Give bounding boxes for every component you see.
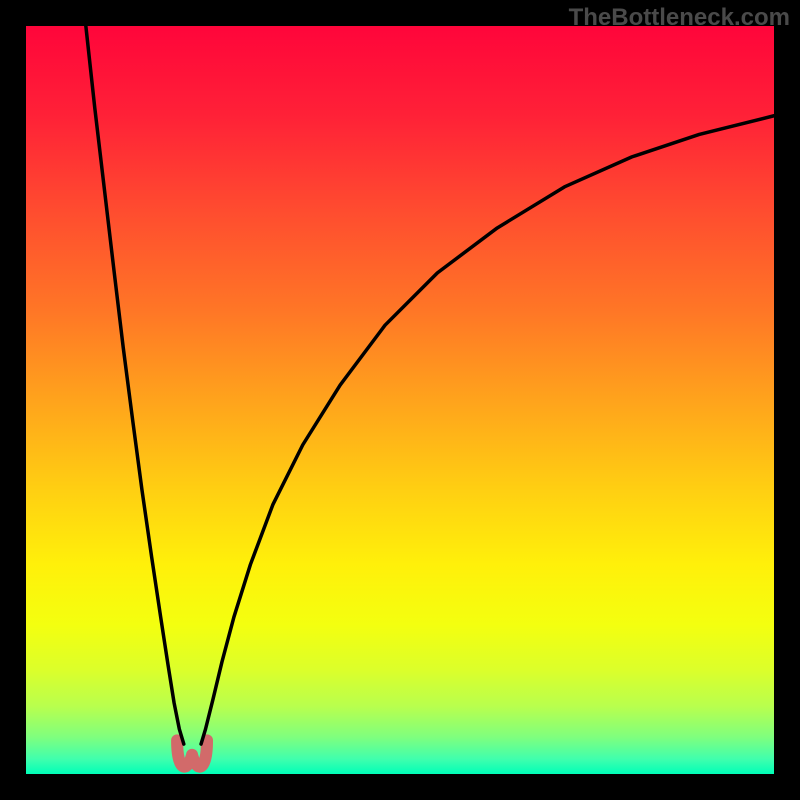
chart-background	[26, 26, 774, 774]
chart-frame: TheBottleneck.com	[0, 0, 800, 800]
watermark-text: TheBottleneck.com	[569, 4, 790, 32]
bottleneck-chart	[0, 0, 800, 800]
